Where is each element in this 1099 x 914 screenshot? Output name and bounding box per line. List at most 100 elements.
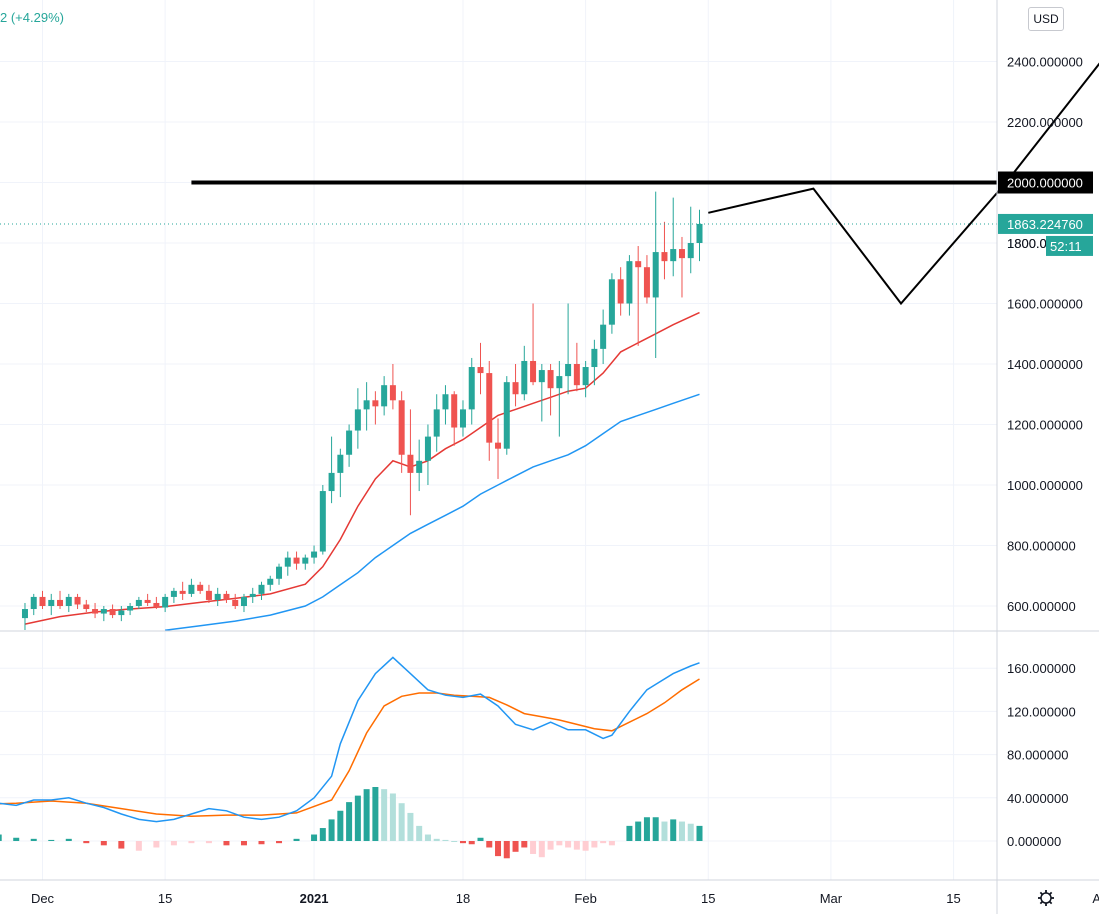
currency-button[interactable]: USD (1028, 7, 1064, 31)
macd-histogram-bar (565, 841, 572, 848)
candle-body (302, 557, 309, 564)
drawing-annotations[interactable] (191, 37, 1099, 306)
candle-body (30, 596, 37, 610)
candle-body (65, 596, 72, 606)
macd-histogram-bar (433, 838, 440, 841)
price-tick-label: 1600.000000 (1007, 297, 1083, 312)
macd-histogram-bar (600, 841, 607, 844)
macd-tick-label: 40.000000 (1007, 791, 1068, 806)
price-tick-label: 800.000000 (1007, 539, 1076, 554)
candle-body (389, 385, 396, 401)
candle-body (416, 460, 423, 473)
candle-body (293, 557, 300, 564)
candle-body (109, 609, 116, 616)
macd-tick-label: 160.000000 (1007, 661, 1076, 676)
candle-body (337, 454, 344, 473)
time-tick-label: 15 (158, 891, 172, 906)
macd-histogram-bar (328, 819, 335, 841)
level-price-label: 2000.000000 (1007, 176, 1083, 191)
price-tick-label: 2200.000000 (1007, 115, 1083, 130)
candle-body (188, 584, 195, 594)
candle-body (144, 599, 151, 603)
macd-histogram-bar (459, 841, 466, 844)
candle-body (503, 382, 510, 449)
macd-histogram-bar (118, 841, 125, 849)
candle-body (21, 609, 28, 619)
gear-icon[interactable] (1038, 890, 1054, 906)
macd-histogram-bar (188, 841, 195, 844)
macd-histogram-bar (0, 834, 2, 841)
last-price-label: 1863.224760 (1007, 217, 1083, 232)
candle-body (678, 249, 685, 259)
candle-body (565, 364, 572, 377)
macd-histogram-bar (398, 803, 405, 841)
macd-histogram-bar (503, 841, 510, 859)
macd-histogram-bar (354, 795, 361, 841)
macd-histogram-bar (512, 841, 519, 852)
candle-body (135, 599, 142, 606)
macd-tick-label: 120.000000 (1007, 704, 1076, 719)
macd-tick-label: 0.000000 (1007, 834, 1061, 849)
gear-icon-tooth (1048, 891, 1053, 896)
candle-body (232, 599, 239, 606)
candle-body (687, 243, 694, 259)
macd-histogram-bar (556, 841, 563, 846)
candle-body (48, 599, 55, 606)
macd-histogram-bar (363, 789, 370, 841)
macd-histogram-bar (477, 837, 484, 841)
candle-body (530, 360, 537, 383)
time-tick-label: Feb (574, 891, 596, 906)
macd-histogram-bar (381, 789, 388, 841)
candle-body (170, 590, 177, 597)
macd-histogram-bar (30, 838, 37, 841)
price-tick-label: 1400.000000 (1007, 357, 1083, 372)
time-tick-label: Mar (820, 891, 843, 906)
macd-histogram-bar (687, 823, 694, 841)
candle-body (100, 609, 107, 614)
macd-histogram-bar (635, 821, 642, 841)
candle-body (240, 596, 247, 606)
candle-body (39, 596, 46, 606)
macd-histogram-bar (521, 841, 528, 848)
time-tick-label: Apr (1092, 891, 1099, 906)
candle-body (127, 606, 134, 611)
candle-body (372, 400, 379, 407)
candle-body (398, 400, 405, 455)
candle-body (538, 370, 545, 383)
macd-histogram-bar (416, 825, 423, 841)
macd-histogram-bar (495, 841, 502, 857)
candle-body (451, 394, 458, 428)
candle-body (407, 454, 414, 473)
moving-average-fast (24, 311, 700, 625)
macd-histogram-bar (258, 841, 265, 845)
candle-body (205, 590, 212, 600)
candle-body (74, 596, 81, 605)
candle-body (363, 400, 370, 410)
time-tick-label: 15 (701, 891, 715, 906)
price-series (0, 191, 997, 631)
candle-body (643, 267, 650, 298)
candle-body (381, 385, 388, 407)
macd-histogram-bar (293, 838, 300, 841)
macd-signal-line (0, 678, 700, 817)
candle-body (652, 252, 659, 298)
macd-histogram-bar (608, 841, 615, 846)
macd-histogram-bar (591, 841, 598, 848)
candle-body (197, 584, 204, 591)
candle-body (608, 279, 615, 325)
gear-icon-tooth (1039, 891, 1044, 896)
candle-body (661, 252, 668, 262)
macd-histogram-bar (13, 837, 20, 841)
price-tick-label: 1200.000000 (1007, 418, 1083, 433)
candle-body (635, 261, 642, 268)
moving-average-slow (165, 393, 700, 631)
candle-body (83, 604, 90, 610)
candles (21, 191, 703, 630)
price-change-text: 2 (+4.29%) (0, 10, 64, 25)
macd-histogram-bar (451, 841, 458, 842)
macd-histogram-bar (468, 841, 475, 845)
candle-body (626, 261, 633, 304)
macd-histogram-bar (48, 839, 55, 841)
macd-histogram-bar (442, 839, 449, 841)
